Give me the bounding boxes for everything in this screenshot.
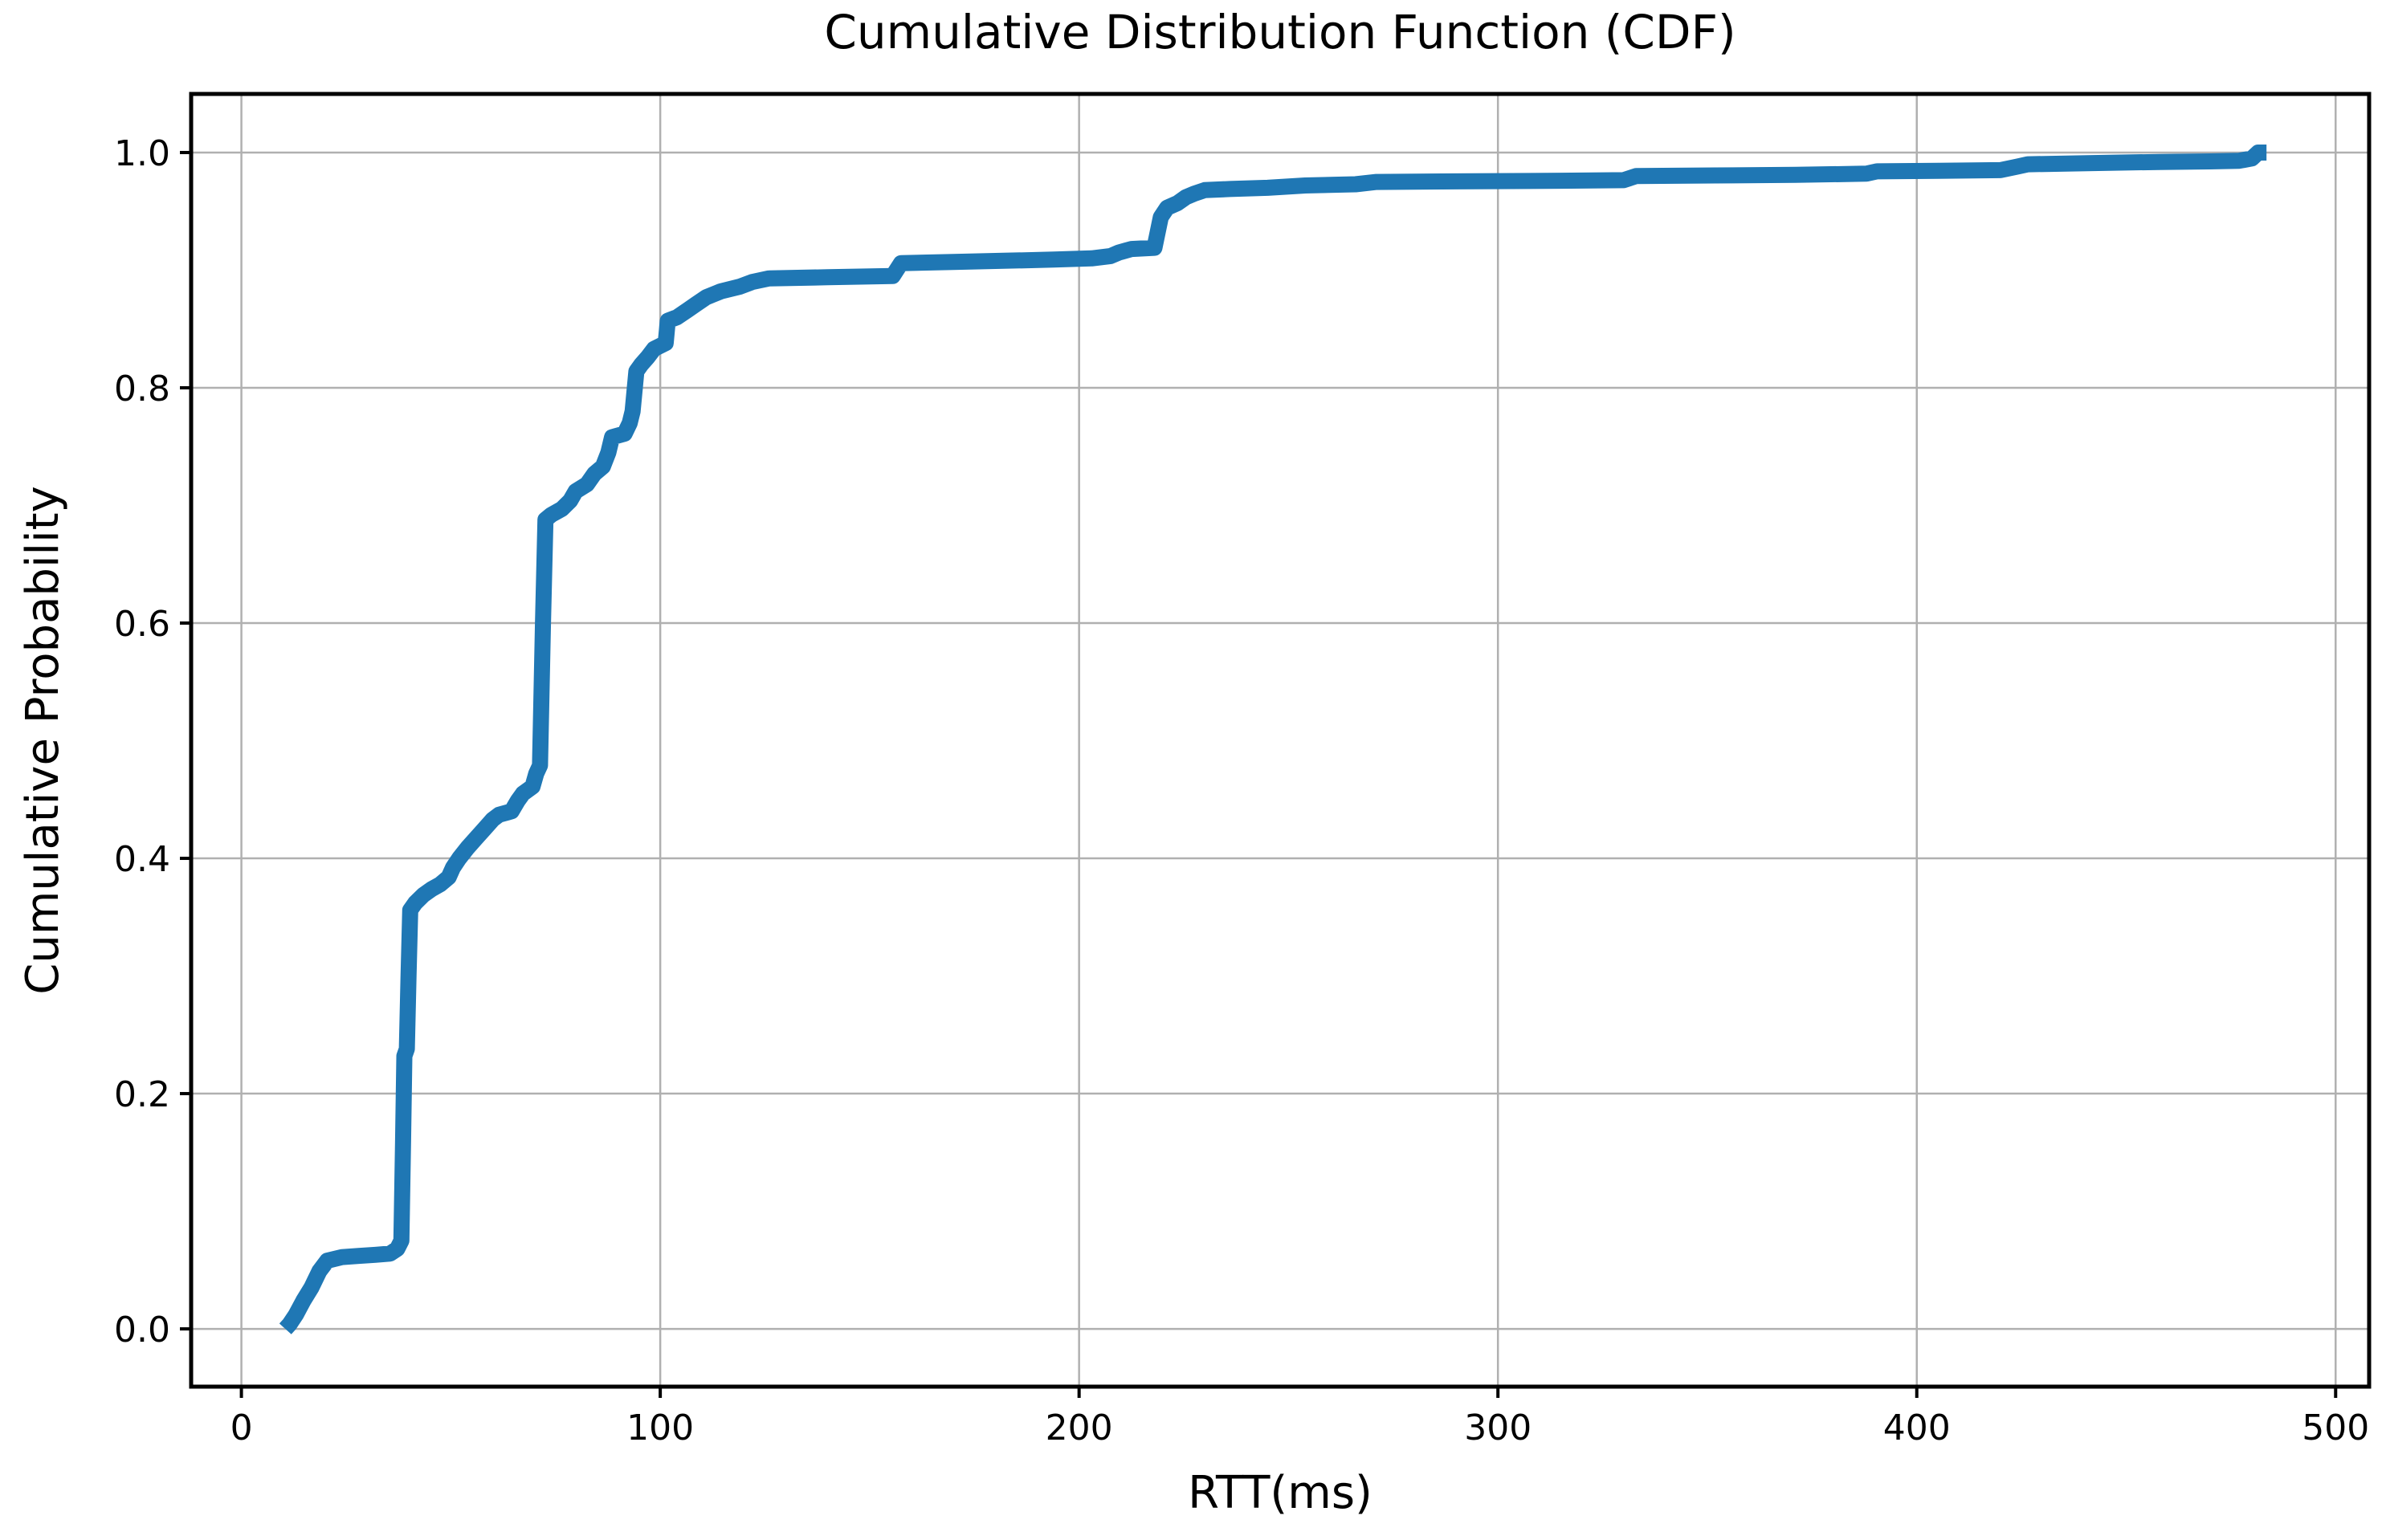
y-tick-label: 0.6 — [114, 604, 170, 645]
x-tick-label: 0 — [230, 1408, 253, 1448]
x-axis-label: RTT(ms) — [1188, 1467, 1372, 1519]
y-tick-label: 1.0 — [114, 133, 170, 174]
x-tick-labels: 0 100 200 300 400 500 — [230, 1408, 2370, 1448]
cdf-line-series — [279, 145, 2267, 1334]
cdf-curve — [279, 145, 2267, 1334]
grid-lines — [191, 94, 2369, 1387]
x-tick-label: 300 — [1464, 1408, 1532, 1448]
plot-border — [189, 92, 2372, 1389]
y-tick-label: 0.8 — [114, 369, 170, 409]
y-tick-label: 0.2 — [114, 1074, 170, 1115]
y-tick-labels: 0.0 0.2 0.4 0.6 0.8 1.0 — [114, 133, 170, 1351]
x-tick-label: 400 — [1883, 1408, 1951, 1448]
chart-title: Cumulative Distribution Function (CDF) — [824, 5, 1735, 59]
x-tick-label: 500 — [2302, 1408, 2369, 1448]
y-axis-label: Cumulative Probability — [17, 486, 69, 994]
axis-ticks — [180, 150, 2338, 1398]
x-tick-label: 200 — [1046, 1408, 1113, 1448]
y-tick-label: 0.4 — [114, 839, 170, 880]
y-tick-label: 0.0 — [114, 1310, 170, 1351]
x-tick-label: 100 — [626, 1408, 694, 1448]
